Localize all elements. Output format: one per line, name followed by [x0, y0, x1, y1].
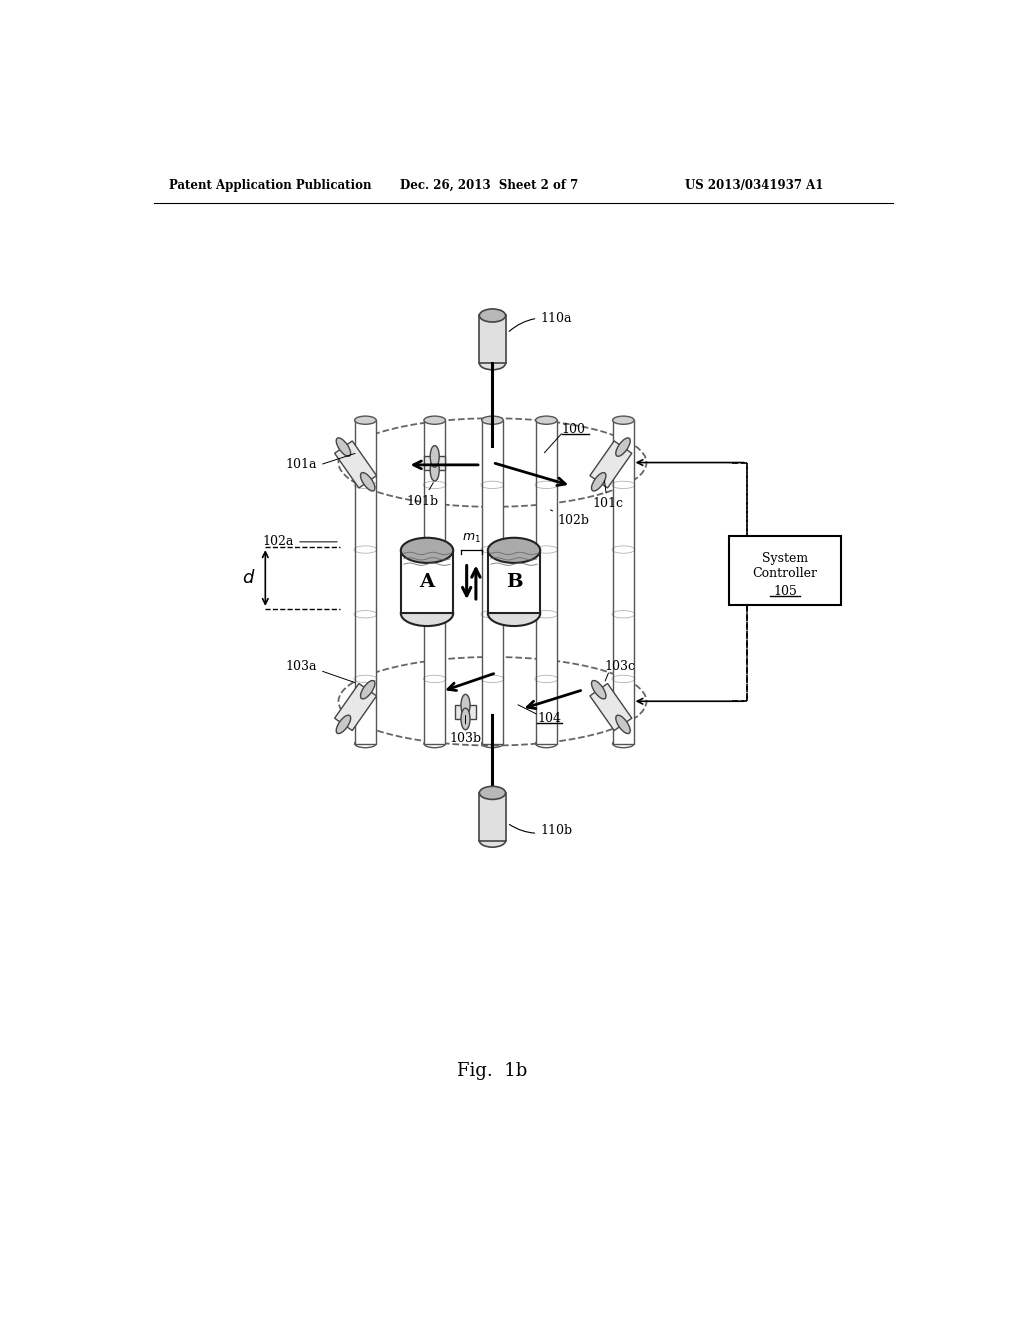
- Ellipse shape: [336, 715, 350, 734]
- Text: 103a: 103a: [286, 660, 316, 673]
- Ellipse shape: [612, 416, 634, 424]
- Text: System: System: [762, 552, 808, 565]
- Ellipse shape: [360, 681, 375, 698]
- Text: 110a: 110a: [509, 313, 571, 331]
- Ellipse shape: [430, 459, 439, 480]
- Text: 101a: 101a: [286, 458, 316, 471]
- Ellipse shape: [592, 473, 606, 491]
- Ellipse shape: [461, 694, 470, 715]
- Polygon shape: [455, 705, 476, 719]
- Text: 110b: 110b: [509, 824, 572, 837]
- Ellipse shape: [336, 438, 350, 457]
- Ellipse shape: [615, 438, 630, 457]
- Text: 101b: 101b: [407, 483, 438, 508]
- Ellipse shape: [479, 834, 506, 847]
- Bar: [481, 420, 503, 743]
- Ellipse shape: [354, 739, 376, 747]
- Ellipse shape: [487, 537, 541, 562]
- Text: Dec. 26, 2013  Sheet 2 of 7: Dec. 26, 2013 Sheet 2 of 7: [400, 178, 579, 191]
- Bar: [479, 793, 506, 841]
- Text: Controller: Controller: [753, 566, 817, 579]
- Text: 103b: 103b: [450, 733, 481, 744]
- Ellipse shape: [360, 473, 375, 491]
- Ellipse shape: [424, 416, 445, 424]
- Bar: [354, 420, 376, 743]
- Text: Fig.  1b: Fig. 1b: [458, 1061, 527, 1080]
- Ellipse shape: [536, 416, 557, 424]
- Ellipse shape: [430, 446, 439, 467]
- Polygon shape: [590, 684, 632, 730]
- Text: 104: 104: [538, 713, 561, 726]
- Bar: [612, 420, 634, 743]
- Ellipse shape: [481, 739, 503, 747]
- Text: $d$: $d$: [242, 569, 255, 587]
- Polygon shape: [424, 457, 445, 470]
- Text: A: A: [420, 573, 434, 591]
- Bar: [424, 420, 445, 743]
- Bar: [400, 550, 454, 614]
- Text: Patent Application Publication: Patent Application Publication: [169, 178, 372, 191]
- Text: 101c: 101c: [593, 496, 624, 510]
- Text: B: B: [506, 573, 522, 591]
- Text: 103c: 103c: [604, 660, 635, 673]
- Ellipse shape: [487, 601, 541, 626]
- Ellipse shape: [479, 309, 506, 322]
- Polygon shape: [590, 441, 632, 488]
- Ellipse shape: [479, 356, 506, 370]
- Polygon shape: [335, 684, 377, 730]
- Text: 102b: 102b: [551, 510, 590, 527]
- Ellipse shape: [481, 416, 503, 424]
- Text: 100: 100: [562, 422, 586, 436]
- Ellipse shape: [354, 416, 376, 424]
- Polygon shape: [335, 441, 377, 488]
- Text: 102a: 102a: [262, 536, 294, 548]
- Ellipse shape: [424, 739, 445, 747]
- Ellipse shape: [400, 537, 454, 562]
- Text: US 2013/0341937 A1: US 2013/0341937 A1: [685, 178, 823, 191]
- Bar: [479, 315, 506, 363]
- Ellipse shape: [479, 787, 506, 800]
- Text: $m_1$: $m_1$: [462, 532, 480, 545]
- Bar: [729, 536, 841, 605]
- Ellipse shape: [400, 601, 454, 626]
- Ellipse shape: [536, 739, 557, 747]
- Bar: [536, 420, 557, 743]
- Ellipse shape: [615, 715, 630, 734]
- Ellipse shape: [461, 708, 470, 730]
- Bar: [487, 550, 541, 614]
- Ellipse shape: [592, 681, 606, 698]
- Ellipse shape: [612, 739, 634, 747]
- Text: 105: 105: [773, 585, 797, 598]
